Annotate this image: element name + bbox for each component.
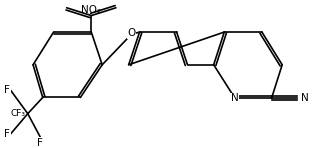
Text: N: N bbox=[301, 93, 309, 103]
Text: F: F bbox=[4, 129, 10, 139]
Text: O: O bbox=[127, 28, 136, 38]
Text: CF₃: CF₃ bbox=[11, 109, 26, 118]
Text: F: F bbox=[37, 138, 43, 148]
Text: NO₂: NO₂ bbox=[81, 5, 101, 15]
Text: F: F bbox=[4, 85, 10, 95]
Text: N: N bbox=[231, 93, 239, 103]
